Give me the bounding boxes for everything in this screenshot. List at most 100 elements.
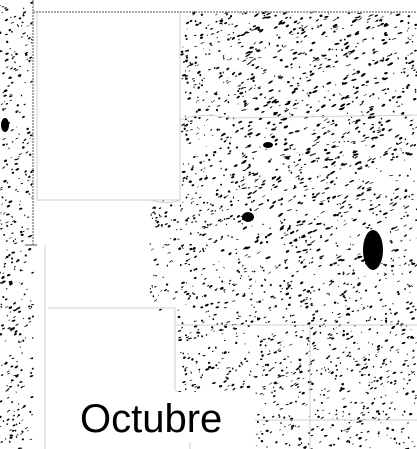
speckle bbox=[303, 163, 307, 165]
speckle bbox=[414, 23, 417, 27]
speckle bbox=[292, 372, 297, 375]
speckle bbox=[367, 116, 373, 119]
speckle bbox=[19, 269, 22, 272]
speckle bbox=[339, 151, 343, 154]
blob bbox=[1, 118, 9, 132]
speckle bbox=[355, 363, 360, 366]
speckle bbox=[293, 161, 296, 163]
speckle bbox=[338, 141, 340, 143]
speckle bbox=[291, 287, 293, 290]
speckle bbox=[271, 333, 274, 335]
speckle bbox=[296, 82, 299, 85]
speckle bbox=[368, 384, 370, 387]
speckle bbox=[358, 209, 361, 213]
speckle bbox=[282, 45, 287, 48]
speckle bbox=[349, 165, 352, 167]
speckle bbox=[285, 155, 291, 160]
speckle bbox=[13, 410, 15, 412]
speckle bbox=[354, 18, 358, 22]
speckle bbox=[362, 38, 368, 41]
speckle bbox=[309, 48, 313, 52]
speckle bbox=[1, 324, 4, 327]
speckle bbox=[17, 408, 20, 411]
speckle bbox=[238, 120, 243, 124]
speckle bbox=[24, 427, 28, 430]
speckle bbox=[343, 291, 347, 294]
speckle bbox=[356, 90, 358, 92]
speckle bbox=[264, 136, 266, 138]
speckle bbox=[0, 281, 2, 284]
speckle bbox=[248, 56, 254, 59]
speckle bbox=[380, 366, 382, 369]
speckle bbox=[195, 362, 198, 364]
speckle bbox=[5, 213, 10, 216]
speckle bbox=[344, 184, 349, 187]
speckle bbox=[366, 407, 370, 410]
speckle bbox=[345, 431, 347, 433]
speckle bbox=[285, 287, 290, 289]
speckle bbox=[218, 117, 222, 119]
speckle bbox=[244, 357, 247, 360]
speckle bbox=[243, 267, 247, 270]
speckle bbox=[385, 413, 388, 416]
speckle bbox=[212, 318, 215, 321]
speckle bbox=[388, 239, 393, 242]
speckle bbox=[273, 390, 276, 392]
speckle bbox=[331, 311, 334, 313]
speckle bbox=[379, 19, 382, 22]
speckle bbox=[278, 21, 283, 25]
speckle bbox=[151, 285, 153, 288]
speckle bbox=[312, 332, 317, 335]
speckle bbox=[265, 127, 268, 129]
speckle bbox=[309, 70, 313, 73]
speckle bbox=[290, 424, 295, 428]
speckle bbox=[207, 361, 211, 364]
speckle bbox=[210, 288, 211, 290]
speckle bbox=[18, 333, 22, 336]
speckle bbox=[341, 397, 346, 400]
speckle bbox=[357, 167, 363, 170]
speckle bbox=[268, 271, 272, 274]
speckle bbox=[346, 131, 350, 135]
speckle bbox=[260, 284, 264, 287]
speckle bbox=[242, 294, 246, 298]
speckle bbox=[22, 11, 27, 14]
speckle bbox=[366, 17, 371, 21]
speckle bbox=[156, 263, 160, 266]
speckle bbox=[309, 72, 315, 76]
speckle bbox=[231, 176, 235, 179]
speckle bbox=[300, 442, 303, 444]
speckle bbox=[335, 409, 338, 412]
speckle bbox=[411, 356, 415, 359]
speckle bbox=[360, 423, 363, 426]
speckle bbox=[295, 209, 298, 212]
speckle bbox=[198, 371, 201, 373]
speckle bbox=[402, 414, 404, 417]
speckle bbox=[279, 104, 281, 107]
speckle bbox=[408, 374, 411, 376]
speckle bbox=[279, 291, 282, 293]
speckle bbox=[342, 410, 345, 413]
speckle bbox=[414, 91, 417, 93]
speckle bbox=[220, 167, 223, 170]
speckle bbox=[258, 203, 264, 206]
speckle bbox=[352, 150, 358, 154]
speckle bbox=[384, 31, 387, 35]
speckle bbox=[152, 211, 155, 214]
speckle bbox=[277, 348, 281, 350]
speckle bbox=[330, 66, 332, 68]
speckle bbox=[17, 109, 19, 112]
speckle bbox=[385, 370, 390, 373]
speckle bbox=[8, 28, 12, 32]
speckle bbox=[292, 28, 296, 31]
speckle bbox=[224, 325, 226, 328]
speckle bbox=[215, 108, 219, 112]
speckle bbox=[247, 132, 253, 136]
speckle bbox=[325, 158, 330, 161]
speckle bbox=[178, 338, 182, 342]
speckle bbox=[227, 17, 231, 20]
speckle bbox=[271, 176, 277, 179]
speckle bbox=[204, 176, 208, 180]
speckle bbox=[323, 434, 328, 437]
speckle bbox=[11, 168, 13, 171]
